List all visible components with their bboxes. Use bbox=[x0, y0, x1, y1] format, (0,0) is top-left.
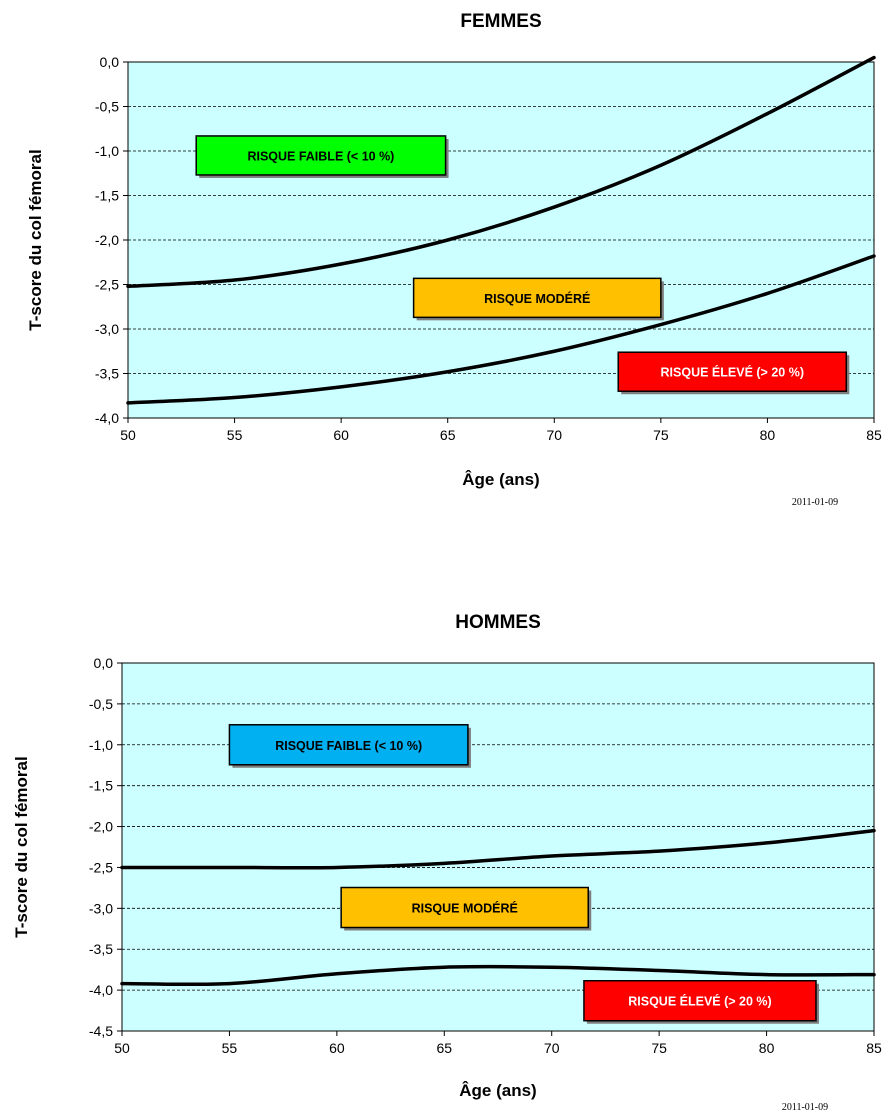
risk-box-fill bbox=[583, 979, 817, 1022]
risk-box-fill bbox=[228, 724, 469, 766]
risk-box-label: RISQUE ÉLEVÉ (> 20 %) bbox=[661, 365, 804, 380]
x-tick-label: 60 bbox=[329, 1040, 345, 1056]
risk-high-box: RISQUE ÉLEVÉ (> 20 %) bbox=[617, 351, 850, 395]
x-tick-label: 75 bbox=[653, 427, 669, 443]
y-tick-label: -4,0 bbox=[89, 982, 113, 998]
y-tick-label: -3,5 bbox=[95, 366, 119, 382]
series-line-1 bbox=[120, 828, 876, 870]
x-tick-label: 65 bbox=[436, 1040, 452, 1056]
y-tick-label: -0,5 bbox=[89, 696, 113, 712]
y-tick-label: -1,0 bbox=[95, 143, 119, 159]
y-tick-label: -4,0 bbox=[95, 410, 119, 426]
risk-box-label: RISQUE FAIBLE (< 10 %) bbox=[275, 739, 422, 753]
plot-border bbox=[127, 61, 875, 419]
risk-box-label: RISQUE MODÉRÉ bbox=[484, 291, 590, 306]
y-tick-label: -1,5 bbox=[95, 188, 119, 204]
series-line-2 bbox=[126, 254, 876, 405]
x-tick-label: 70 bbox=[546, 427, 562, 443]
y-axis-label: T-score du col fémoral bbox=[12, 756, 31, 937]
risk-high-box: RISQUE ÉLEVÉ (> 20 %) bbox=[583, 979, 819, 1024]
y-tick-label: -1,0 bbox=[89, 737, 113, 753]
y-tick-label: -2,0 bbox=[95, 232, 119, 248]
y-tick-label: -2,0 bbox=[89, 819, 113, 835]
x-tick-label: 50 bbox=[120, 427, 136, 443]
x-tick-label: 80 bbox=[759, 1040, 775, 1056]
plot-border bbox=[121, 662, 875, 1032]
risk-box-fill bbox=[195, 135, 447, 176]
y-tick-label: 0,0 bbox=[100, 54, 120, 70]
chart-femmes: FEMMES 0,0 -0,5 -1,0 -1,5 -2,0 -2,5 -3,0 -3,5 -4,… bbox=[26, 11, 882, 508]
y-tick-label: -1,5 bbox=[89, 778, 113, 794]
series-line-1 bbox=[126, 55, 876, 289]
y-tick-label: -0,5 bbox=[95, 99, 119, 115]
chart-hommes: HOMMES 0,0 -0,5 -1,0 -1,5 -2,0 -2,5 -3,0 -3,5 -4,… bbox=[12, 612, 882, 1112]
x-axis-label: Âge (ans) bbox=[462, 470, 539, 489]
risk-box-fill bbox=[617, 351, 848, 392]
chart-title: HOMMES bbox=[455, 612, 541, 633]
risk-box-fill bbox=[340, 886, 589, 929]
date-stamp: 2011-01-09 bbox=[782, 1102, 828, 1112]
x-tick-label: 50 bbox=[114, 1040, 130, 1056]
y-tick-label: -3,0 bbox=[89, 900, 113, 916]
risk-moderate-box: RISQUE MODÉRÉ bbox=[412, 277, 664, 321]
x-tick-label: 55 bbox=[222, 1040, 238, 1056]
x-tick-label: 70 bbox=[544, 1040, 560, 1056]
risk-box-fill bbox=[412, 277, 662, 319]
risk-box-label: RISQUE MODÉRÉ bbox=[412, 901, 518, 916]
y-tick-label: -3,0 bbox=[95, 321, 119, 337]
y-tick-label: -4,5 bbox=[89, 1023, 113, 1039]
x-axis-label: Âge (ans) bbox=[459, 1081, 536, 1100]
x-tick-label: 85 bbox=[866, 1040, 882, 1056]
risk-moderate-box: RISQUE MODÉRÉ bbox=[340, 886, 592, 931]
y-tick-label: -2,5 bbox=[89, 859, 113, 875]
y-tick-label: 0,0 bbox=[94, 655, 114, 671]
x-tick-label: 55 bbox=[227, 427, 243, 443]
risk-box-label: RISQUE FAIBLE (< 10 %) bbox=[247, 149, 394, 163]
chart-title: FEMMES bbox=[460, 11, 541, 32]
risk-low-box: RISQUE FAIBLE (< 10 %) bbox=[228, 724, 471, 768]
x-tick-label: 85 bbox=[866, 427, 882, 443]
risk-box-label: RISQUE ÉLEVÉ (> 20 %) bbox=[628, 994, 771, 1009]
x-tick-label: 80 bbox=[760, 427, 776, 443]
x-tick-label: 65 bbox=[440, 427, 456, 443]
date-stamp: 2011-01-09 bbox=[792, 497, 838, 508]
y-axis-label: T-score du col fémoral bbox=[26, 149, 45, 330]
x-tick-label: 75 bbox=[651, 1040, 667, 1056]
series-line-2 bbox=[120, 964, 876, 987]
risk-low-box: RISQUE FAIBLE (< 10 %) bbox=[195, 135, 449, 178]
x-tick-label: 60 bbox=[333, 427, 349, 443]
y-tick-label: -3,5 bbox=[89, 941, 113, 957]
y-tick-label: -2,5 bbox=[95, 277, 119, 293]
